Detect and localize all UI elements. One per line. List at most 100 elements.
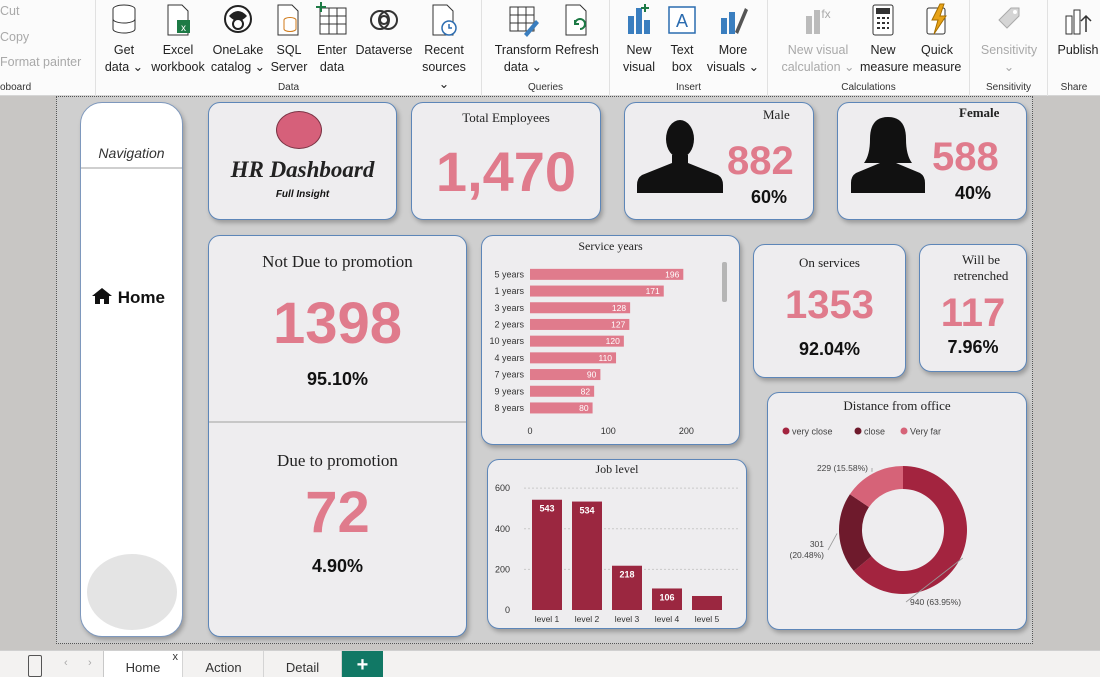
female-count: 588 (932, 135, 999, 179)
add-page-button[interactable]: + (342, 651, 383, 677)
get-data-label: Get (113, 43, 135, 57)
excel-sublabel: workbook (151, 60, 205, 74)
sensitivity-sublabel: ⌄ (1003, 60, 1015, 74)
publish-button[interactable]: Publish (1052, 2, 1100, 59)
service-years-category-label: 4 years (494, 353, 524, 363)
text-box-sublabel: box (671, 60, 693, 74)
visual-calc-sublabel: calculation ⌄ (781, 60, 855, 74)
service-years-data-label: 90 (587, 370, 597, 380)
service-years-chart: 5 years 196 1 years 171 3 years 128 2 years 127… (489, 262, 727, 436)
new-visual-label: New (626, 43, 652, 57)
new-visual-calculation-button[interactable]: fx New visual calculation ⌄ (778, 2, 858, 76)
on-services-label: On services (798, 255, 860, 270)
sql-server-button[interactable]: SQL Server (268, 2, 310, 76)
dataverse-label: Dataverse (355, 43, 413, 57)
navigation-divider (81, 167, 182, 169)
clipboard-group: Cut Copy Format painter oboard (0, 0, 96, 96)
excel-workbook-button[interactable]: x Excel workbook (148, 2, 208, 76)
tab-scroll-left-icon[interactable]: ‹ (64, 657, 68, 669)
tab-action[interactable]: Action (184, 651, 264, 677)
tab-close-icon[interactable]: x (172, 651, 179, 663)
format-painter-button[interactable]: Format painter (0, 55, 82, 69)
report-page: Navigation Home HR Dashboard Full Insigh… (56, 96, 1033, 644)
service-years-category-label: 9 years (494, 386, 524, 396)
service-years-data-label: 82 (581, 386, 591, 396)
nav-home-button[interactable]: Home (91, 287, 182, 308)
get-data-sublabel: data ⌄ (104, 60, 144, 74)
job-level-data-label: 106 (659, 592, 674, 602)
publish-label: Publish (1057, 43, 1099, 57)
service-years-bar (530, 318, 630, 330)
enter-data-sublabel: data (319, 60, 345, 74)
sql-label: SQL (276, 43, 302, 57)
female-card: Female 588 40% (837, 102, 1027, 220)
service-years-category-label: 7 years (494, 370, 524, 380)
get-data-button[interactable]: Get data ⌄ (104, 2, 144, 76)
excel-label: Excel (162, 43, 194, 57)
job-level-category-label: level 5 (695, 614, 720, 624)
publish-icon (1065, 9, 1092, 35)
mobile-layout-icon[interactable] (28, 655, 42, 677)
service-years-card: Service years 5 years 196 1 years 171 3 year… (481, 235, 740, 445)
female-percent: 40% (955, 183, 992, 203)
distance-data-label-percent: (20.48%) (790, 550, 825, 560)
male-percent: 60% (751, 187, 788, 207)
navigation-title: Navigation (98, 145, 165, 161)
total-employees-value: 1,470 (435, 140, 577, 203)
bar-chart-plus-icon (628, 4, 650, 34)
onelake-catalog-button[interactable]: OneLake catalog ⌄ (210, 2, 266, 76)
text-box-label: Text (670, 43, 694, 57)
quick-measure-label: Quick (921, 43, 953, 57)
recent-sources-button[interactable]: Recent sources ⌄ (416, 2, 472, 93)
job-level-y-tick: 600 (495, 483, 510, 493)
distance-legend-label: very close (792, 427, 833, 437)
quick-measure-button[interactable]: Quick measure (908, 2, 966, 76)
distance-leader-line (905, 557, 964, 603)
navigation-panel: Navigation Home (80, 102, 183, 637)
service-years-bar (530, 302, 631, 314)
new-measure-sublabel: measure (860, 60, 909, 74)
job-level-data-label: 218 (619, 570, 634, 580)
insert-group: New visual A Text box More visuals ⌄ Insert (610, 0, 768, 96)
service-years-bar (530, 335, 624, 347)
new-measure-button[interactable]: New measure (860, 2, 909, 76)
calculator-icon (872, 4, 894, 36)
dataverse-button[interactable]: Dataverse (354, 2, 414, 59)
distance-legend-marker (782, 427, 790, 435)
cut-button[interactable]: Cut (0, 4, 20, 18)
tab-scroll-right-icon[interactable]: › (88, 657, 92, 669)
male-silhouette-icon (637, 120, 723, 193)
service-years-bar (530, 402, 593, 414)
sensitivity-button[interactable]: Sensitivity ⌄ (976, 2, 1042, 76)
refresh-button[interactable]: Refresh (554, 2, 600, 59)
service-years-data-label: 127 (611, 319, 625, 329)
more-visuals-button[interactable]: More visuals ⌄ (704, 2, 762, 76)
distance-slice (849, 466, 903, 508)
service-years-category-label: 8 years (494, 403, 524, 413)
recent-sublabel: sources ⌄ (422, 60, 466, 91)
job-level-bar (572, 501, 602, 610)
female-silhouette-icon (851, 117, 925, 193)
distance-data-label: 940 (63.95%) (910, 597, 961, 607)
copy-button[interactable]: Copy (0, 30, 30, 44)
job-level-chart: 0 200 400 600 543 level 1 534 level 2 218 level 3… (495, 483, 738, 624)
sensitivity-label: Sensitivity (980, 43, 1038, 57)
service-years-title: Service years (578, 239, 643, 253)
service-years-data-label: 110 (598, 353, 612, 363)
service-years-bar (530, 285, 664, 297)
text-box-button[interactable]: A Text box (662, 2, 702, 76)
tab-detail[interactable]: Detail (264, 651, 342, 677)
job-level-bar (692, 595, 722, 610)
new-visual-button[interactable]: New visual (618, 2, 660, 76)
retrenched-percent: 7.96% (947, 337, 999, 357)
enter-data-button[interactable]: Enter data (310, 2, 354, 76)
male-count: 882 (727, 139, 794, 183)
transform-data-button[interactable]: Transform data ⌄ (492, 2, 554, 76)
header-card: HR Dashboard Full Insight (208, 102, 397, 220)
onelake-icon (224, 5, 252, 33)
distance-leader-line (827, 533, 838, 551)
on-services-card: On services 1353 92.04% (753, 244, 906, 378)
job-level-y-tick: 0 (505, 605, 510, 615)
tab-home[interactable]: Home x (103, 651, 183, 677)
